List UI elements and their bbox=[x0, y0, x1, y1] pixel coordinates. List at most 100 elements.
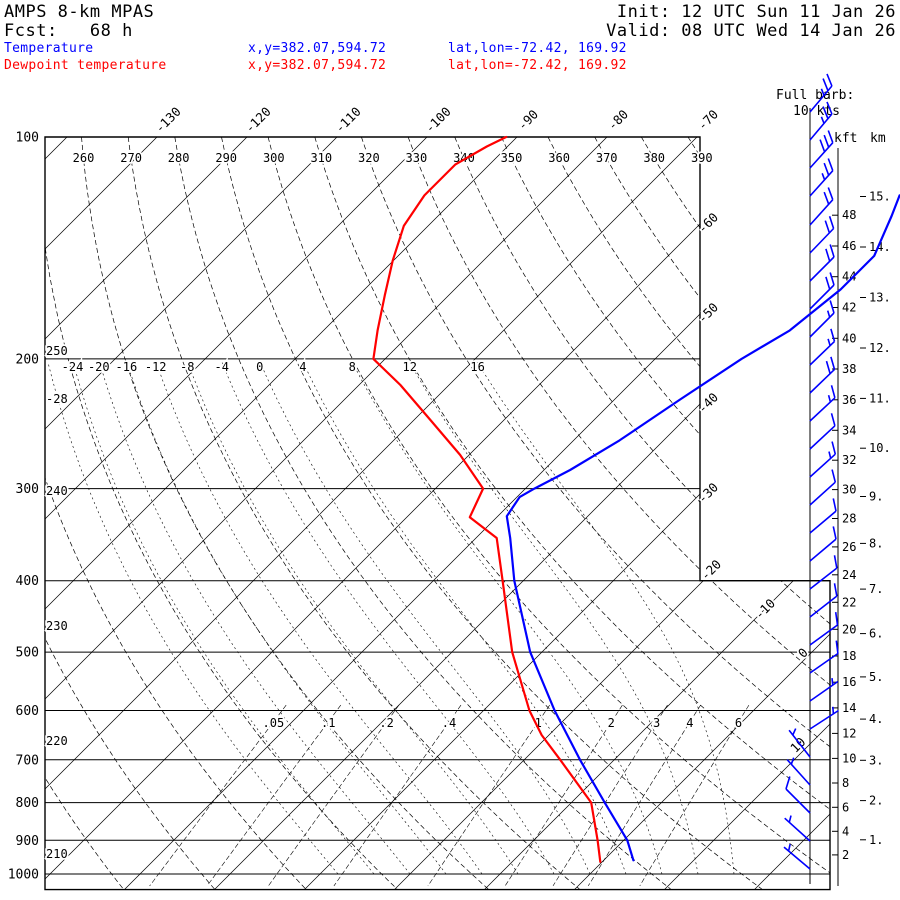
svg-text:0: 0 bbox=[256, 360, 263, 374]
svg-text:-12: -12 bbox=[145, 360, 167, 374]
svg-text:12: 12 bbox=[402, 360, 416, 374]
svg-text:5.: 5. bbox=[869, 670, 883, 684]
svg-text:24: 24 bbox=[842, 568, 856, 582]
svg-text:8: 8 bbox=[842, 776, 849, 790]
svg-text:370: 370 bbox=[596, 151, 618, 165]
svg-text:.2: .2 bbox=[379, 716, 393, 730]
svg-text:360: 360 bbox=[548, 151, 570, 165]
svg-text:36: 36 bbox=[842, 393, 856, 407]
svg-text:13.: 13. bbox=[869, 291, 891, 305]
temperature-trace bbox=[505, 194, 900, 862]
svg-text:2.: 2. bbox=[869, 794, 883, 808]
svg-text:28: 28 bbox=[842, 512, 856, 526]
svg-text:20: 20 bbox=[842, 622, 856, 636]
svg-text:12: 12 bbox=[842, 726, 856, 740]
dewpoint-trace bbox=[372, 135, 602, 864]
forecast-hour: Fcst: 68 h bbox=[4, 21, 133, 41]
pressure-gridlines bbox=[45, 136, 830, 875]
svg-text:8.: 8. bbox=[869, 536, 883, 550]
svg-text:9.: 9. bbox=[869, 490, 883, 504]
svg-text:12.: 12. bbox=[869, 341, 891, 355]
svg-text:-16: -16 bbox=[116, 360, 138, 374]
svg-text:-50: -50 bbox=[695, 300, 722, 327]
svg-text:260: 260 bbox=[73, 151, 95, 165]
svg-text:46: 46 bbox=[842, 239, 856, 253]
svg-text:1.: 1. bbox=[869, 833, 883, 847]
svg-text:-110: -110 bbox=[332, 104, 364, 136]
svg-text:10: 10 bbox=[842, 751, 856, 765]
svg-text:0: 0 bbox=[795, 645, 811, 661]
svg-text:-60: -60 bbox=[695, 210, 722, 237]
dewpoint-legend-latlon: lat,lon=-72.42, 169.92 bbox=[448, 58, 627, 73]
svg-text:10.: 10. bbox=[869, 441, 891, 455]
svg-text:4: 4 bbox=[299, 360, 306, 374]
svg-text:26: 26 bbox=[842, 540, 856, 554]
svg-text:310: 310 bbox=[310, 151, 332, 165]
svg-text:270: 270 bbox=[120, 151, 142, 165]
svg-text:2: 2 bbox=[842, 848, 849, 862]
svg-text:390: 390 bbox=[691, 151, 713, 165]
svg-text:6: 6 bbox=[735, 716, 742, 730]
svg-text:-20: -20 bbox=[698, 557, 725, 584]
svg-text:38: 38 bbox=[842, 362, 856, 376]
background-grid bbox=[45, 137, 830, 890]
svg-text:-8: -8 bbox=[180, 360, 194, 374]
svg-text:300: 300 bbox=[16, 482, 39, 497]
dewpoint-legend-xy: x,y=382.07,594.72 bbox=[248, 58, 387, 73]
svg-text:-24: -24 bbox=[62, 360, 84, 374]
svg-text:22: 22 bbox=[842, 595, 856, 609]
svg-text:290: 290 bbox=[215, 151, 237, 165]
svg-text:18: 18 bbox=[842, 649, 856, 663]
svg-text:3: 3 bbox=[653, 716, 660, 730]
plot-border bbox=[44, 136, 831, 891]
svg-text:1: 1 bbox=[535, 716, 542, 730]
svg-text:-28: -28 bbox=[46, 392, 68, 406]
svg-text:-4: -4 bbox=[214, 360, 228, 374]
svg-text:500: 500 bbox=[16, 646, 39, 661]
svg-text:220: 220 bbox=[46, 734, 68, 748]
svg-text:230: 230 bbox=[46, 619, 68, 633]
svg-text:34: 34 bbox=[842, 423, 856, 437]
svg-text:30: 30 bbox=[842, 483, 856, 497]
svg-text:42: 42 bbox=[842, 301, 856, 315]
svg-text:48: 48 bbox=[842, 208, 856, 222]
svg-text:400: 400 bbox=[16, 574, 39, 589]
svg-text:-130: -130 bbox=[152, 104, 184, 136]
temperature-legend-latlon: lat,lon=-72.42, 169.92 bbox=[448, 41, 627, 56]
svg-text:16: 16 bbox=[842, 675, 856, 689]
svg-text:100: 100 bbox=[16, 131, 39, 146]
svg-text:-90: -90 bbox=[515, 107, 542, 134]
svg-text:15.: 15. bbox=[869, 190, 891, 204]
svg-text:330: 330 bbox=[406, 151, 428, 165]
svg-text:200: 200 bbox=[16, 352, 39, 367]
temperature-legend-label: Temperature bbox=[4, 41, 94, 56]
svg-text:.05: .05 bbox=[263, 716, 285, 730]
svg-text:3.: 3. bbox=[869, 753, 883, 767]
svg-text:32: 32 bbox=[842, 453, 856, 467]
svg-text:210: 210 bbox=[46, 847, 68, 861]
svg-text:-70: -70 bbox=[695, 107, 722, 134]
dewpoint-legend-label: Dewpoint temperature bbox=[4, 58, 167, 73]
svg-text:8: 8 bbox=[349, 360, 356, 374]
svg-text:-20: -20 bbox=[88, 360, 110, 374]
svg-text:900: 900 bbox=[16, 834, 39, 849]
svg-text:40: 40 bbox=[842, 331, 856, 345]
svg-text:.1: .1 bbox=[321, 716, 335, 730]
km-axis-label: km bbox=[870, 131, 886, 146]
svg-text:11.: 11. bbox=[869, 391, 891, 405]
svg-text:4.: 4. bbox=[869, 712, 883, 726]
full-barb-legend-line1: Full barb: bbox=[776, 88, 855, 103]
svg-text:-40: -40 bbox=[695, 390, 722, 417]
wind-barbs bbox=[783, 73, 839, 884]
full-barb-legend-line2: 10 kts bbox=[793, 104, 840, 119]
svg-text:6.: 6. bbox=[869, 627, 883, 641]
altitude-axis: 2468101214161820222426283032343638404244… bbox=[832, 148, 891, 886]
init-time: Init: 12 UTC Sun 11 Jan 26 bbox=[616, 2, 896, 22]
svg-text:4: 4 bbox=[686, 716, 693, 730]
svg-text:-100: -100 bbox=[422, 104, 454, 136]
svg-text:44: 44 bbox=[842, 270, 856, 284]
model-title: AMPS 8-km MPAS bbox=[4, 2, 155, 22]
svg-text:250: 250 bbox=[46, 344, 68, 358]
